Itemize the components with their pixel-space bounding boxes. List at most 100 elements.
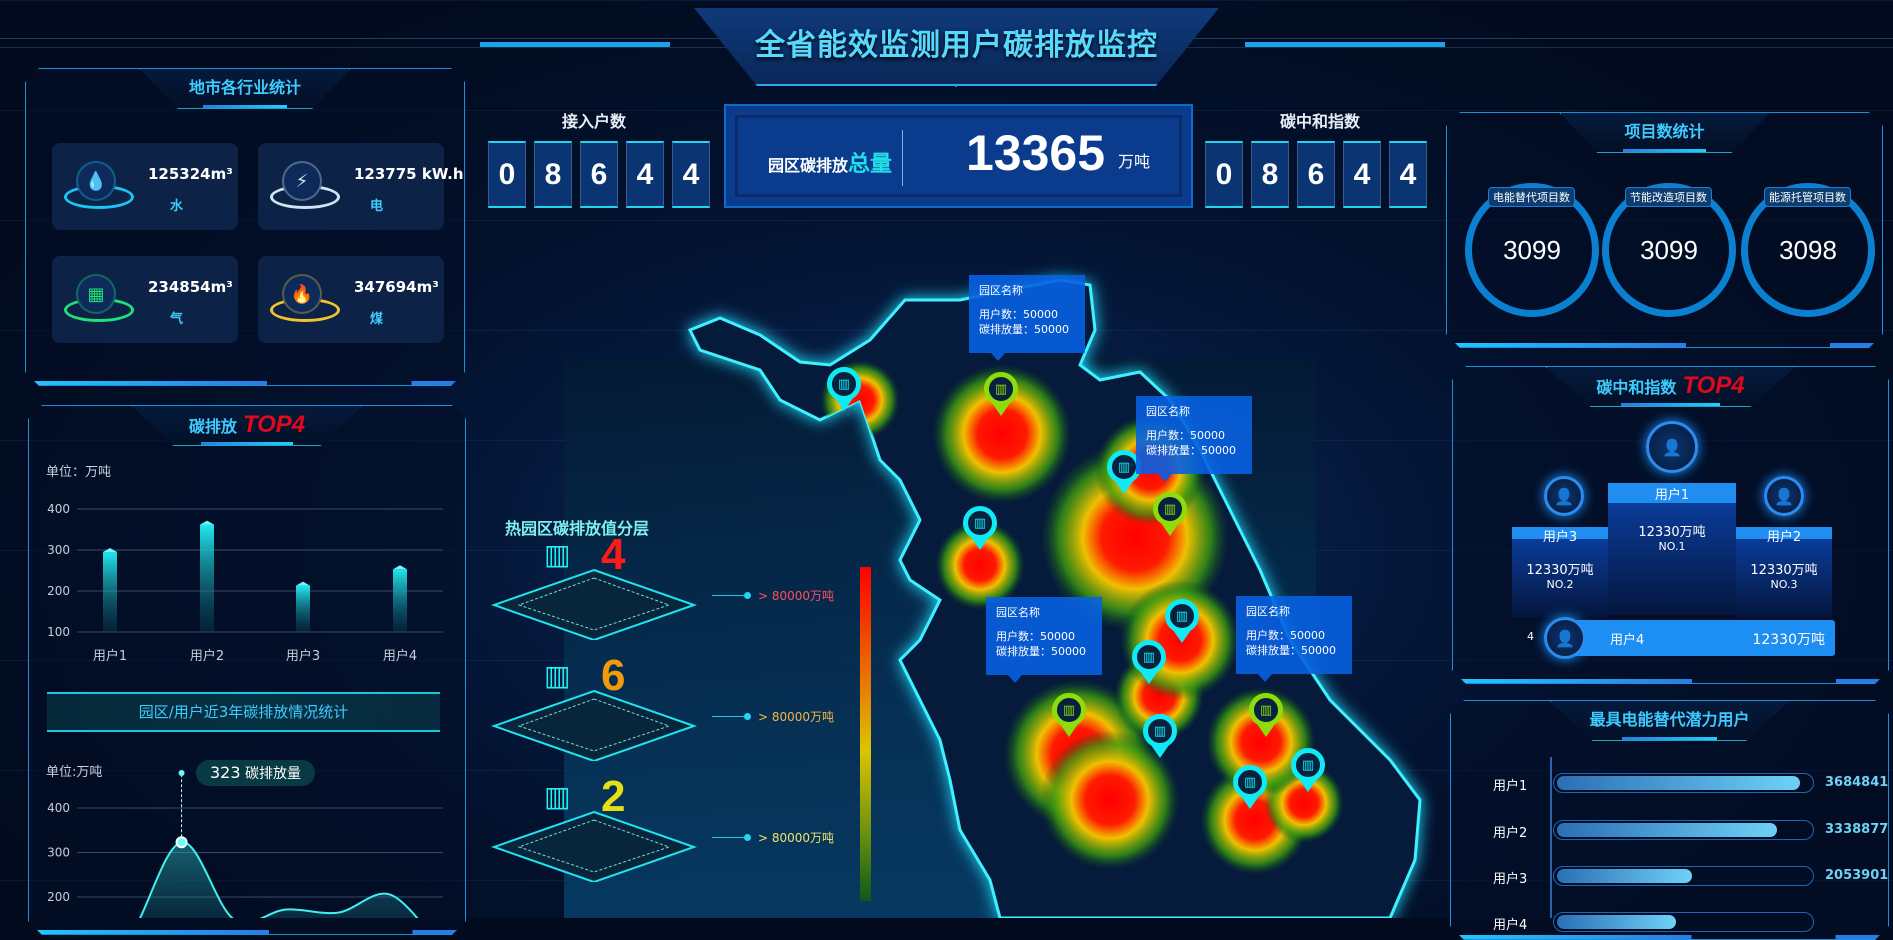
potential-user-name: 用户2	[1493, 826, 1528, 841]
podium-third: 用户2 12330万吨 NO.3	[1736, 527, 1832, 617]
project-gauge: 3098	[1741, 183, 1875, 317]
panel-title: 地市各行业统计	[140, 69, 350, 109]
subtitle-banner: 园区/用户近3年碳排放情况统计	[47, 692, 440, 732]
total-label: 园区碳排放	[768, 156, 849, 175]
y-tick-label: 300	[47, 846, 70, 860]
page-title: 全省能效监测用户碳排放监控	[755, 28, 1158, 63]
avatar-user-1: 👤	[1646, 421, 1698, 473]
park-marker[interactable]: ▥	[1052, 693, 1086, 739]
x-tick-label: 用户2	[190, 648, 224, 664]
bar	[200, 524, 214, 632]
building-icon: ▥	[1249, 693, 1283, 727]
park-marker[interactable]: ▥	[1291, 748, 1325, 794]
stat-value: 347694m³	[354, 278, 439, 296]
potential-bar	[1553, 866, 1814, 886]
park-marker[interactable]: ▥	[1233, 765, 1267, 811]
stat-card: ⚡ 123775 kW.h 电	[258, 143, 464, 230]
area-tooltip: 323 碳排放量	[196, 760, 315, 786]
park-callout: 园区名称 用户数：50000 碳排放量：50000	[969, 275, 1085, 361]
heat-blob	[935, 520, 1025, 610]
header-accent-left	[480, 42, 670, 47]
heat-blob	[932, 364, 1072, 504]
heat-legend-gradient	[860, 567, 871, 901]
counter-digit: 8	[534, 141, 572, 208]
x-tick-label: 用户4	[383, 648, 417, 664]
tooltip-dot	[178, 770, 185, 776]
bar-chart: 100 200 300 400 用户1 用户2 用户3 用户4	[47, 502, 443, 664]
building-icon: ▥	[544, 659, 571, 692]
area-fill	[140, 842, 418, 918]
bar-cap	[296, 581, 310, 586]
park-marker[interactable]: ▥	[827, 367, 861, 413]
y-tick-label: 100	[47, 625, 70, 639]
potential-user-name: 用户1	[1493, 779, 1528, 794]
x-tick-label: 用户1	[93, 648, 127, 664]
header-accent-right	[1245, 42, 1445, 47]
park-marker[interactable]: ▥	[1249, 693, 1283, 739]
park-marker[interactable]: ▥	[1143, 714, 1177, 760]
park-marker[interactable]: ▥	[1132, 640, 1166, 686]
podium-second: 用户3 12330万吨 NO.2	[1512, 527, 1608, 617]
platform-shape	[490, 810, 698, 884]
neutral-counter-label: 碳中和指数	[1280, 112, 1361, 131]
park-callout: 园区名称 用户数：50000 碳排放量：50000	[1236, 596, 1352, 682]
building-icon: ▥	[827, 367, 861, 401]
stat-value: 123775 kW.h	[354, 165, 464, 183]
bar-cap	[103, 548, 117, 553]
layer-threshold: > 80000万吨	[758, 710, 835, 724]
building-icon: ▥	[1233, 765, 1267, 799]
counter-digit: 8	[1251, 141, 1289, 208]
layer-count: 6	[601, 651, 626, 700]
park-marker[interactable]: ▥	[1153, 492, 1187, 538]
building-icon: ▥	[1153, 492, 1187, 526]
panel-title: 碳排放 TOP4	[132, 406, 362, 446]
layer-platform: ▥ 4	[489, 530, 699, 642]
avatar-user-4: 👤	[1544, 617, 1586, 659]
layer-platform: ▥ 6	[489, 651, 699, 763]
potential-user-name: 用户3	[1493, 872, 1528, 887]
park-marker[interactable]: ▥	[984, 372, 1018, 418]
layer-connector	[712, 713, 751, 720]
heat-blob	[1206, 687, 1316, 797]
stat-card: ▦ 234854m³ 气	[52, 256, 238, 343]
stat-card: 💧 125324m³ 水	[52, 143, 238, 230]
layer-count: 2	[601, 772, 626, 821]
avatar-user-3: 👤	[1544, 476, 1584, 516]
park-marker[interactable]: ▥	[963, 506, 997, 552]
park-callout: 园区名称 用户数：50000 碳排放量：50000	[1136, 396, 1252, 482]
potential-user-name: 用户4	[1493, 918, 1528, 933]
rank-4-row: 用户4 12330万吨	[1568, 620, 1835, 656]
area-chart: 200 300 400	[47, 770, 443, 918]
potential-bar	[1553, 820, 1814, 840]
park-marker[interactable]: ▥	[1165, 599, 1199, 645]
platform-shape	[490, 568, 698, 642]
bar	[296, 585, 310, 632]
y-tick-label: 200	[47, 890, 70, 904]
bar-cap	[393, 565, 407, 570]
rank-4-index: 4	[1527, 630, 1534, 643]
bar-cap	[200, 520, 214, 525]
project-gauge: 3099	[1465, 183, 1599, 317]
stat-value: 125324m³	[148, 165, 233, 183]
stat-label: 电	[370, 199, 384, 214]
park-marker[interactable]: ▥	[1107, 450, 1141, 496]
building-icon: ▥	[984, 372, 1018, 406]
bar	[393, 569, 407, 632]
chevron-down-icon: ⌄	[950, 75, 962, 91]
building-icon: ▥	[1143, 714, 1177, 748]
panel-title: 最具电能替代潜力用户	[1550, 701, 1790, 741]
counter-digit: 4	[1343, 141, 1381, 208]
counter-digit: 6	[1297, 141, 1335, 208]
divider	[902, 130, 903, 186]
building-icon: ▥	[544, 780, 571, 813]
data-point	[175, 836, 188, 849]
project-label: 电能替代项目数	[1488, 187, 1575, 207]
layers-title: 热园区碳排放值分层	[505, 519, 650, 538]
bar-unit-label: 单位：万吨	[46, 465, 112, 480]
flame-icon: 🔥	[282, 274, 322, 314]
building-icon: ▥	[1165, 599, 1199, 633]
project-gauge: 3099	[1602, 183, 1736, 317]
panel-title: 项目数统计	[1560, 113, 1770, 153]
layer-threshold: > 80000万吨	[758, 831, 835, 845]
area-unit-label: 单位:万吨	[46, 765, 103, 780]
